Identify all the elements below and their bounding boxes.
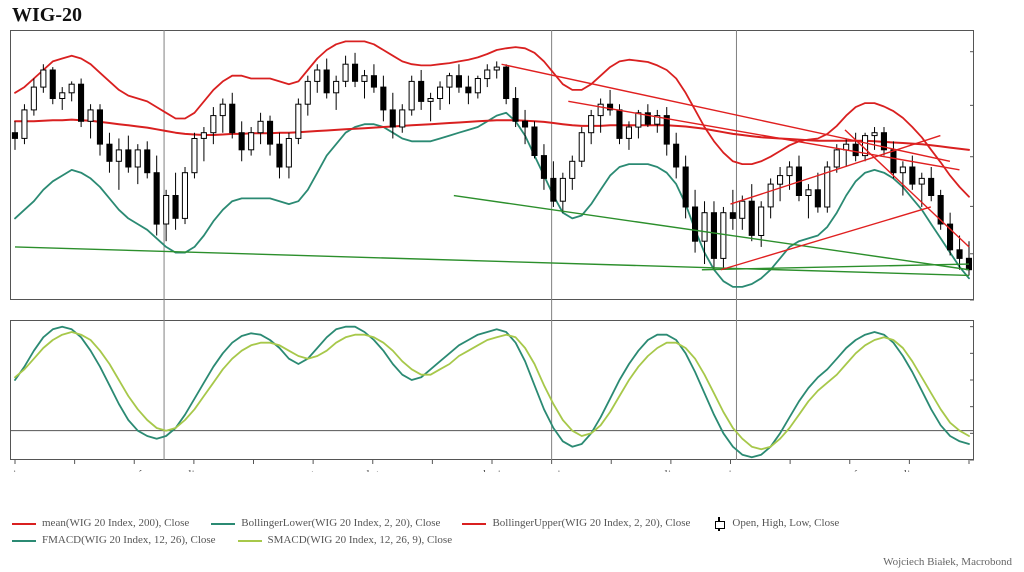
legend-label: FMACD(WIG 20 Index, 12, 26), Close: [42, 532, 216, 550]
ohlc-icon: [712, 517, 726, 531]
line-swatch: [12, 540, 36, 542]
line-swatch: [238, 540, 262, 542]
svg-text:wrz: wrz: [781, 467, 799, 472]
svg-text:gru: gru: [961, 467, 974, 472]
chart-legend: mean(WIG 20 Index, 200), Close BollingerL…: [12, 515, 1012, 550]
svg-text:maj: maj: [543, 467, 561, 472]
legend-item: BollingerLower(WIG 20 Index, 2, 20), Clo…: [211, 515, 440, 533]
legend-label: BollingerLower(WIG 20 Index, 2, 20), Clo…: [241, 515, 440, 533]
legend-item: BollingerUpper(WIG 20 Index, 2, 20), Clo…: [462, 515, 690, 533]
svg-text:paź: paź: [841, 467, 858, 472]
svg-text:paź: paź: [126, 467, 143, 472]
legend-item: mean(WIG 20 Index, 200), Close: [12, 515, 189, 533]
svg-text:wrz: wrz: [66, 467, 84, 472]
legend-label: SMACD(WIG 20 Index, 12, 26, 9), Close: [268, 532, 453, 550]
chart-plot: 200720882171225823482442-60-40-2002040si…: [10, 30, 974, 472]
svg-text:kwi: kwi: [483, 467, 502, 472]
legend-item: SMACD(WIG 20 Index, 12, 26, 9), Close: [238, 532, 453, 550]
svg-text:lut: lut: [366, 467, 379, 472]
legend-item: Open, High, Low, Close: [712, 515, 839, 533]
chart-title: WIG-20: [12, 4, 82, 27]
svg-text:lip: lip: [665, 467, 678, 472]
legend-label: mean(WIG 20 Index, 200), Close: [42, 515, 189, 533]
svg-text:gru: gru: [246, 467, 262, 472]
svg-text:mar: mar: [423, 467, 442, 472]
svg-text:sty: sty: [306, 467, 320, 472]
svg-text:sie: sie: [10, 467, 22, 472]
legend-label: Open, High, Low, Close: [732, 515, 839, 533]
line-swatch: [462, 523, 486, 525]
svg-text:lis: lis: [904, 467, 916, 472]
legend-item: FMACD(WIG 20 Index, 12, 26), Close: [12, 532, 216, 550]
svg-text:sie: sie: [724, 467, 737, 472]
legend-label: BollingerUpper(WIG 20 Index, 2, 20), Clo…: [492, 515, 690, 533]
attribution: Wojciech Białek, Macrobond: [883, 556, 1012, 568]
svg-text:lis: lis: [188, 467, 200, 472]
line-swatch: [211, 523, 235, 525]
svg-text:cze: cze: [603, 467, 619, 472]
line-swatch: [12, 523, 36, 525]
